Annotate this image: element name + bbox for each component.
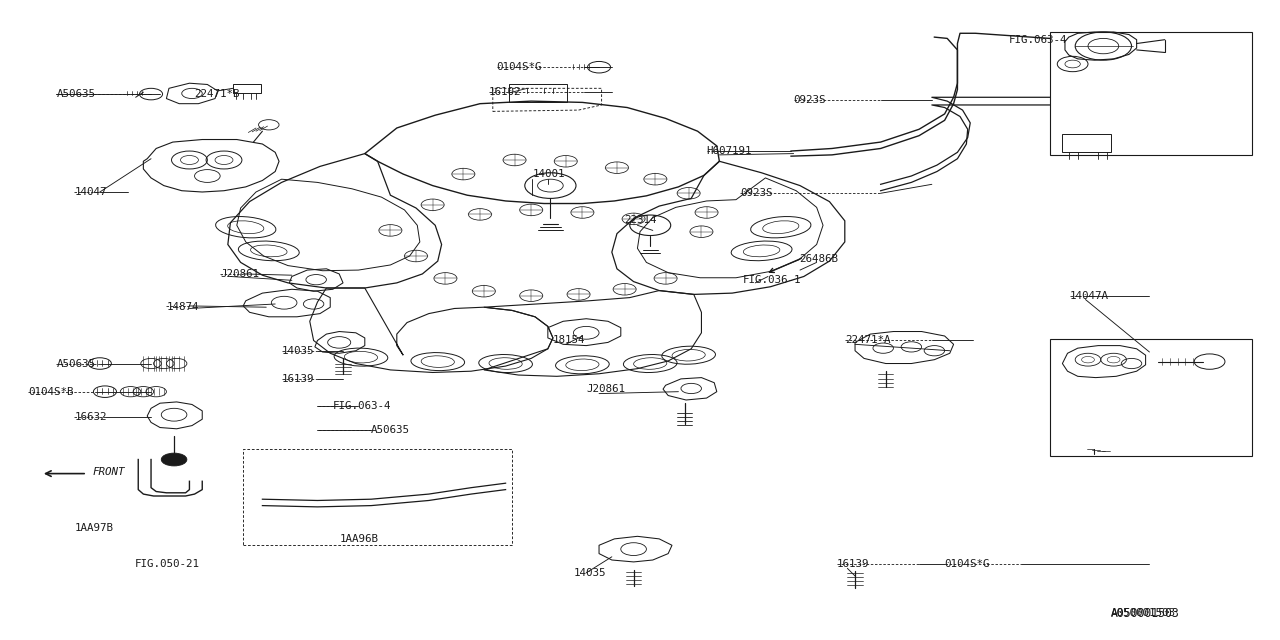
Text: 0104S*G: 0104S*G (497, 62, 543, 72)
Text: 1AA97B: 1AA97B (74, 523, 113, 533)
Bar (233, 84, 261, 93)
Text: FRONT: FRONT (92, 467, 124, 477)
Bar (509, 84, 567, 102)
Text: A050001503: A050001503 (1111, 607, 1180, 620)
Text: FIG.063-4: FIG.063-4 (1009, 35, 1068, 45)
Text: 26486B: 26486B (799, 254, 837, 264)
Text: 22471*A: 22471*A (845, 335, 891, 346)
Text: J20861: J20861 (220, 269, 259, 279)
Bar (1062, 134, 1111, 152)
Text: 1AA96B: 1AA96B (339, 534, 378, 544)
Bar (1050, 32, 1252, 155)
Text: 14047A: 14047A (1070, 291, 1108, 301)
Text: 22314: 22314 (625, 215, 657, 225)
Text: FIG.050-21: FIG.050-21 (134, 559, 200, 570)
Text: 14001: 14001 (532, 169, 564, 179)
Text: 16139: 16139 (282, 374, 314, 384)
Text: A50635: A50635 (371, 425, 410, 435)
Text: 0923S: 0923S (740, 188, 772, 198)
Text: 0104S*B: 0104S*B (28, 387, 74, 397)
Bar (1050, 339, 1252, 456)
Text: FIG.036-1: FIG.036-1 (742, 275, 801, 285)
Text: 16632: 16632 (74, 412, 106, 422)
Text: 22471*B: 22471*B (195, 89, 241, 99)
Text: H607191: H607191 (707, 146, 753, 156)
Text: 14047: 14047 (74, 187, 106, 197)
Text: 14874: 14874 (166, 302, 198, 312)
Text: A50635: A50635 (56, 358, 95, 369)
Text: 0104S*G: 0104S*G (945, 559, 991, 570)
Text: 14035: 14035 (573, 568, 605, 578)
Text: A050001503: A050001503 (1111, 608, 1176, 618)
Text: 0923S: 0923S (794, 95, 826, 105)
Text: 18154: 18154 (553, 335, 585, 346)
Circle shape (161, 453, 187, 466)
Text: 16102: 16102 (489, 87, 521, 97)
Text: A50635: A50635 (56, 89, 95, 99)
Text: J20861: J20861 (586, 384, 625, 394)
Text: 16139: 16139 (837, 559, 869, 570)
Text: 14035: 14035 (282, 346, 314, 356)
Text: FIG.063-4: FIG.063-4 (333, 401, 392, 412)
